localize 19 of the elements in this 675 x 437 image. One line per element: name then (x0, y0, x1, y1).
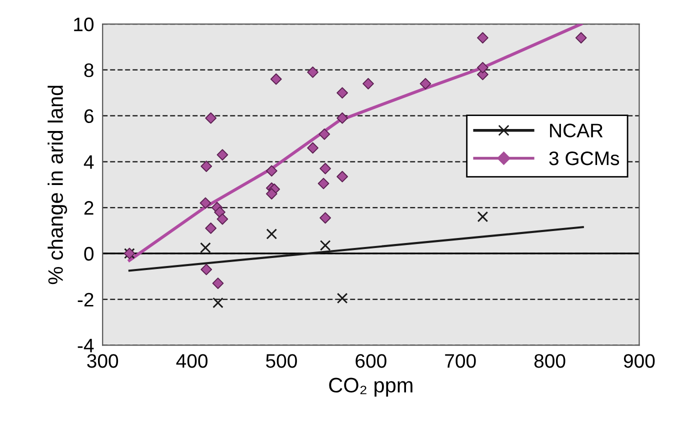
y-tick-label: 10 (74, 18, 94, 32)
x-tick-label: 400 (176, 354, 208, 368)
x-tick-label: 300 (87, 354, 118, 368)
x-tick-label: 500 (266, 354, 297, 368)
y-axis-title: % change in arid land (48, 86, 68, 284)
y-tick-label: 6 (84, 109, 94, 124)
y-tick-label: -4 (78, 338, 94, 352)
x-tick-label: 600 (356, 354, 386, 368)
y-tick-label: -2 (78, 292, 94, 306)
legend-label: 3 GCMs (549, 151, 620, 166)
y-tick-label: 2 (84, 201, 94, 215)
y-tick-label: 8 (84, 63, 94, 78)
x-tick-label: 700 (445, 354, 476, 368)
y-tick-label: 4 (84, 155, 94, 169)
x-axis-title: CO₂ ppm (329, 378, 412, 397)
x-tick-label: 800 (534, 354, 566, 368)
x-tick-label: 900 (624, 354, 655, 368)
y-tick-label: 0 (84, 246, 94, 261)
legend-label: NCAR (550, 124, 603, 138)
